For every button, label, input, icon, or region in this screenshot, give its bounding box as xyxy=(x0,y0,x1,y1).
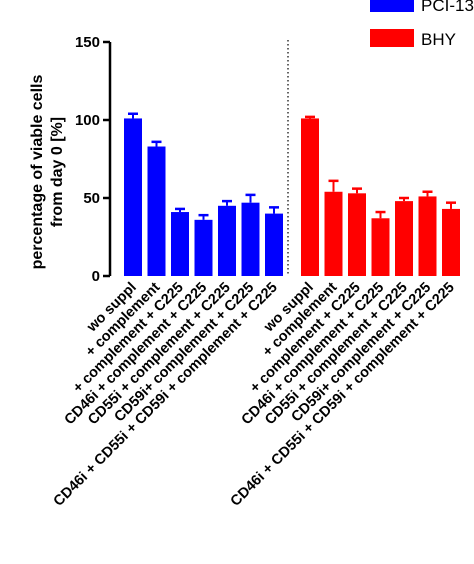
legend-label-pci13: PCI-13 xyxy=(421,0,474,15)
category-labels: wo suppl+ complement+ complement + C225C… xyxy=(51,279,458,509)
bar xyxy=(241,202,260,276)
bar xyxy=(147,146,166,276)
bar xyxy=(371,218,390,276)
bar xyxy=(171,212,189,276)
y-axis: 0 50 100 150 xyxy=(75,34,112,285)
bar xyxy=(324,191,343,276)
bars xyxy=(124,112,460,276)
y-axis-title-line2: from day 0 [%] xyxy=(49,117,66,227)
bar xyxy=(194,219,213,276)
bar xyxy=(348,193,366,276)
y-axis-title-line1: percentage of viable cells xyxy=(29,75,46,270)
y-tick-label: 0 xyxy=(92,268,100,285)
y-tick-label: 100 xyxy=(75,112,100,129)
bar xyxy=(218,205,236,276)
legend-swatch-pci13 xyxy=(370,0,414,12)
y-tick-label: 50 xyxy=(83,190,100,207)
legend-swatch-bhy xyxy=(370,29,414,47)
y-tick-label: 150 xyxy=(75,34,100,51)
legend: PCI-13 BHY xyxy=(370,0,474,49)
bar xyxy=(301,118,319,276)
bar xyxy=(395,201,413,276)
bar xyxy=(265,213,283,276)
legend-label-bhy: BHY xyxy=(421,30,456,49)
bar xyxy=(442,208,460,276)
bar xyxy=(124,118,142,276)
bar xyxy=(418,196,437,276)
